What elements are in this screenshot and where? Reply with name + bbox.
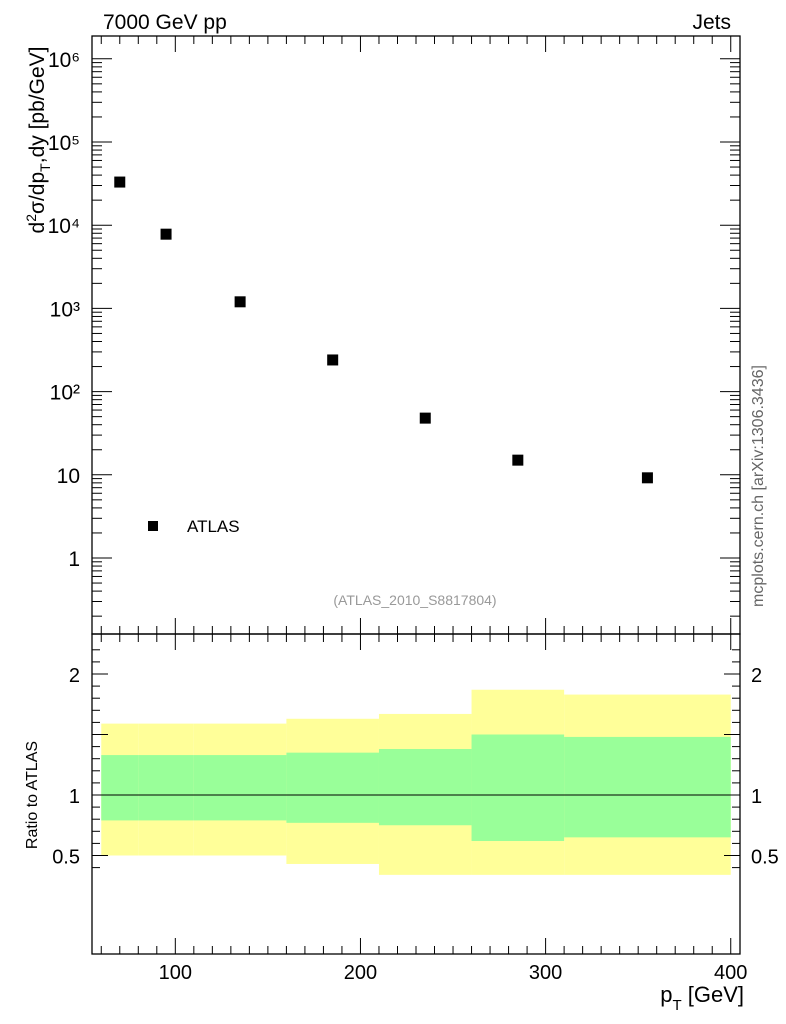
y-tick-label: 10⁶ <box>48 49 80 72</box>
band-bin-stat <box>193 755 287 821</box>
band-bin-stat <box>564 736 731 838</box>
legend-marker-atlas <box>148 521 158 531</box>
header-left: 7000 GeV pp <box>103 11 227 34</box>
y-tick-label-right: 1 <box>751 786 762 808</box>
axis-ticks <box>92 36 740 954</box>
data-points <box>114 176 653 484</box>
y-tick-label: 0.5 <box>52 847 80 869</box>
x-tick-label: 200 <box>344 962 377 984</box>
band-bin-stat <box>138 755 194 821</box>
data-point <box>234 296 246 308</box>
data-point <box>160 228 172 240</box>
y-tick-label: 1 <box>69 786 80 808</box>
y-tick-label-right: 0.5 <box>751 847 779 869</box>
y-tick-label: 1 <box>68 548 80 571</box>
data-point <box>114 176 126 188</box>
data-point <box>641 472 653 484</box>
x-tick-label: 100 <box>159 962 192 984</box>
data-point <box>512 454 524 466</box>
main-panel-frame <box>91 35 741 635</box>
axis-tick-labels: 100 200 300 400 1 10 10² 10³ 10⁴ 10⁵ 10⁶ 0.5 0.5 1 1 2 2 <box>48 49 779 984</box>
y-tick-label-right: 2 <box>751 665 762 687</box>
band-bin-stat <box>101 755 139 821</box>
y-tick-label: 2 <box>69 665 80 687</box>
legend-label-atlas: ATLAS <box>187 517 240 536</box>
ratio-ylabel: Ratio to ATLAS <box>24 741 41 849</box>
y-tick-label: 10 <box>57 465 80 488</box>
y-tick-label: 10⁴ <box>48 215 80 238</box>
x-tick-label: 400 <box>714 962 747 984</box>
xlabel: pT [GeV] <box>660 982 744 1014</box>
ratio-bands <box>101 689 731 875</box>
band-bin-stat <box>286 752 379 823</box>
x-tick-label: 300 <box>529 962 562 984</box>
y-tick-label: 10³ <box>50 298 80 321</box>
analysis-id: (ATLAS_2010_S8817804) <box>333 592 496 608</box>
header-right: Jets <box>692 11 731 34</box>
y-tick-label: 10² <box>50 382 80 405</box>
y-tick-label: 10⁵ <box>48 132 80 155</box>
band-bin-stat <box>471 734 565 841</box>
band-bin-stat <box>378 749 472 826</box>
data-point <box>419 412 431 424</box>
main-ylabel: d2σ/dpT,dy [pb/GeV] <box>23 47 53 234</box>
side-watermark: mcplots.cern.ch [arXiv:1306.3436] <box>750 365 767 607</box>
data-point <box>327 354 339 366</box>
